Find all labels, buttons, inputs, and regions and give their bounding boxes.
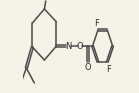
Text: O: O <box>77 41 83 50</box>
Text: F: F <box>106 65 111 73</box>
Text: O: O <box>85 64 91 73</box>
Text: F: F <box>94 19 99 28</box>
Text: N: N <box>65 41 72 50</box>
